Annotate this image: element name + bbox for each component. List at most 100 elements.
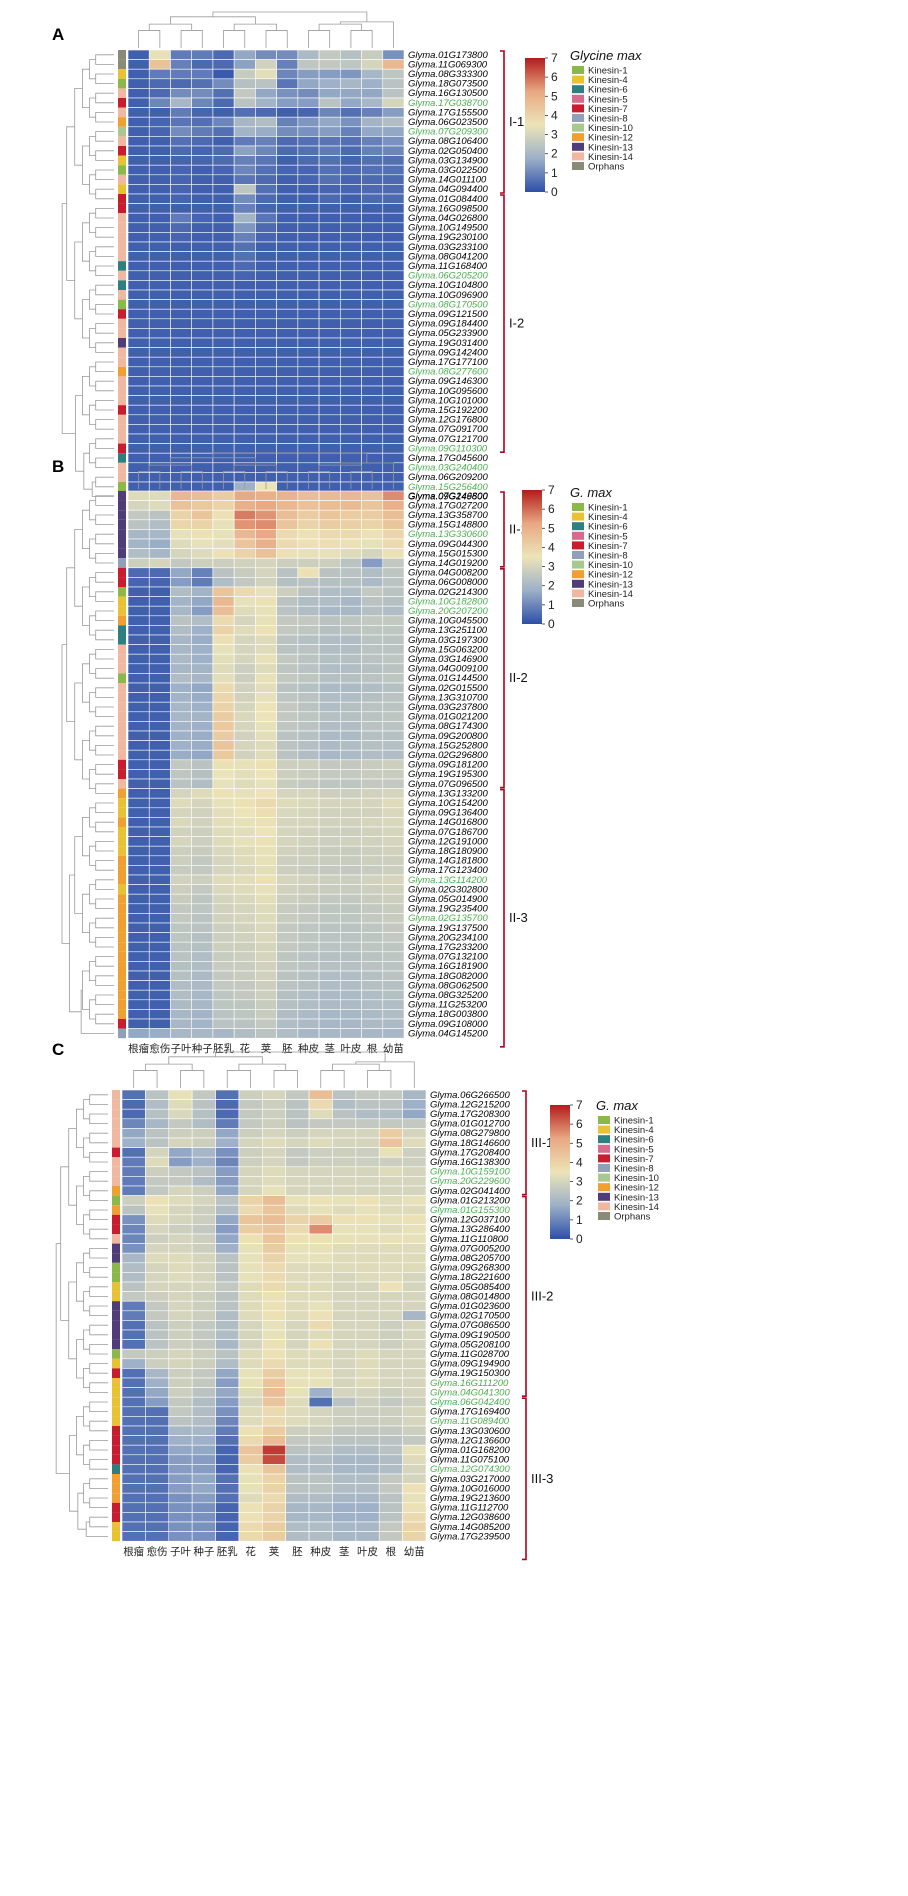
heatmap-cell: [145, 1089, 170, 1100]
heatmap-cell: [361, 509, 384, 521]
heatmap-cell: [127, 145, 150, 156]
heatmap-cell: [212, 759, 235, 770]
gene-label: Glyma.01G144500: [408, 673, 488, 684]
heatmap-cell: [276, 251, 299, 262]
gene-label: Glyma.01G012700: [430, 1119, 510, 1130]
heatmap-cell: [318, 961, 341, 972]
heatmap-cell: [148, 596, 171, 607]
gene-label: Glyma.08G041200: [408, 251, 488, 262]
heatmap-cell: [255, 615, 277, 626]
gene-label: Glyma.20G234100: [408, 932, 488, 943]
family-color-cell: [112, 1339, 120, 1350]
heatmap-cell: [340, 88, 362, 99]
heatmap-cell: [262, 1291, 286, 1302]
heatmap-cell: [262, 1204, 286, 1216]
heatmap-cell: [255, 961, 277, 972]
heatmap-cell: [402, 1483, 427, 1494]
heatmap-cell: [215, 1166, 240, 1177]
heatmap-cell: [332, 1176, 357, 1187]
heatmap-cell: [233, 1018, 256, 1029]
heatmap-cell: [355, 1329, 380, 1340]
heatmap-cell: [308, 1195, 333, 1206]
heatmap-cell: [382, 289, 405, 300]
heatmap-cell: [170, 893, 192, 905]
gene-label: Glyma.08G279800: [430, 1128, 510, 1139]
legend-swatch: [572, 66, 584, 74]
heatmap-cell: [255, 1018, 277, 1029]
heatmap-cell: [378, 1473, 403, 1484]
heatmap-cell: [318, 280, 341, 291]
heatmap-cell: [170, 903, 192, 914]
heatmap-cell: [148, 673, 171, 684]
gene-label: Glyma.19G213600: [430, 1493, 510, 1504]
heatmap-cell: [340, 577, 362, 588]
heatmap-cell: [340, 443, 362, 454]
heatmap-cell: [148, 826, 171, 837]
heatmap-cell: [262, 1377, 286, 1388]
heatmap-cell: [318, 625, 341, 636]
heatmap-cell: [355, 1521, 380, 1532]
heatmap-cell: [276, 212, 299, 224]
heatmap-cell: [297, 347, 320, 358]
heatmap-cell: [318, 970, 341, 981]
heatmap-cell: [233, 308, 256, 320]
heatmap-cell: [318, 807, 341, 818]
heatmap-cell: [148, 817, 171, 828]
heatmap-cell: [127, 961, 150, 972]
family-color-cell: [118, 270, 126, 281]
column-label: 花: [240, 1042, 251, 1055]
heatmap-cell: [255, 970, 277, 981]
heatmap-cell: [191, 1512, 216, 1523]
heatmap-cell: [402, 1291, 427, 1302]
family-color-cell: [118, 155, 126, 166]
column-label: 荚: [269, 1545, 280, 1558]
gene-label: Glyma.17G208400: [430, 1147, 510, 1158]
gene-label: Glyma.07G005200: [430, 1243, 510, 1254]
heatmap-cell: [170, 462, 192, 473]
heatmap-cell: [318, 251, 341, 262]
heatmap-cell: [212, 682, 235, 693]
heatmap-cell: [262, 1108, 286, 1120]
heatmap-cell: [191, 1483, 216, 1494]
heatmap-cell: [382, 241, 405, 252]
heatmap-cell: [148, 452, 171, 464]
heatmap-cell: [297, 490, 320, 501]
heatmap-cell: [255, 414, 277, 425]
heatmap-cell: [402, 1233, 427, 1244]
heatmap-cell: [308, 1118, 333, 1129]
heatmap-cell: [170, 500, 192, 511]
heatmap-cell: [332, 1339, 357, 1350]
heatmap-cell: [191, 1444, 216, 1456]
heatmap-cell: [355, 1128, 380, 1139]
heatmap-cell: [402, 1377, 427, 1388]
heatmap-cell: [355, 1502, 380, 1513]
heatmap-cell: [127, 174, 150, 185]
heatmap-cell: [318, 548, 341, 559]
heatmap-cell: [276, 414, 299, 425]
family-color-cell: [118, 798, 126, 808]
heatmap-cell: [127, 538, 150, 549]
heatmap-cell: [255, 644, 277, 655]
heatmap-cell: [402, 1262, 427, 1273]
heatmap-cell: [318, 711, 341, 722]
heatmap-cell: [340, 951, 362, 962]
heatmap-cell: [308, 1320, 333, 1331]
heatmap-cell: [238, 1358, 263, 1369]
family-color-cell: [118, 606, 126, 616]
legend-entry: Kinesin-8: [588, 114, 628, 125]
heatmap-cell: [318, 567, 341, 578]
family-color-cell: [112, 1502, 120, 1513]
heatmap-cell: [318, 538, 341, 549]
heatmap-cell: [148, 126, 171, 137]
gene-label: Glyma.15G148800: [408, 520, 488, 531]
heatmap-cell: [340, 1028, 362, 1039]
heatmap-cell: [297, 615, 320, 626]
heatmap-cell: [148, 625, 171, 636]
family-color-cell: [112, 1445, 120, 1455]
heatmap-cell: [233, 673, 256, 684]
heatmap-cell: [378, 1464, 403, 1475]
heatmap-cell: [361, 347, 384, 358]
heatmap-cell: [361, 404, 384, 416]
heatmap-cell: [361, 193, 384, 204]
family-color-cell: [118, 309, 126, 319]
